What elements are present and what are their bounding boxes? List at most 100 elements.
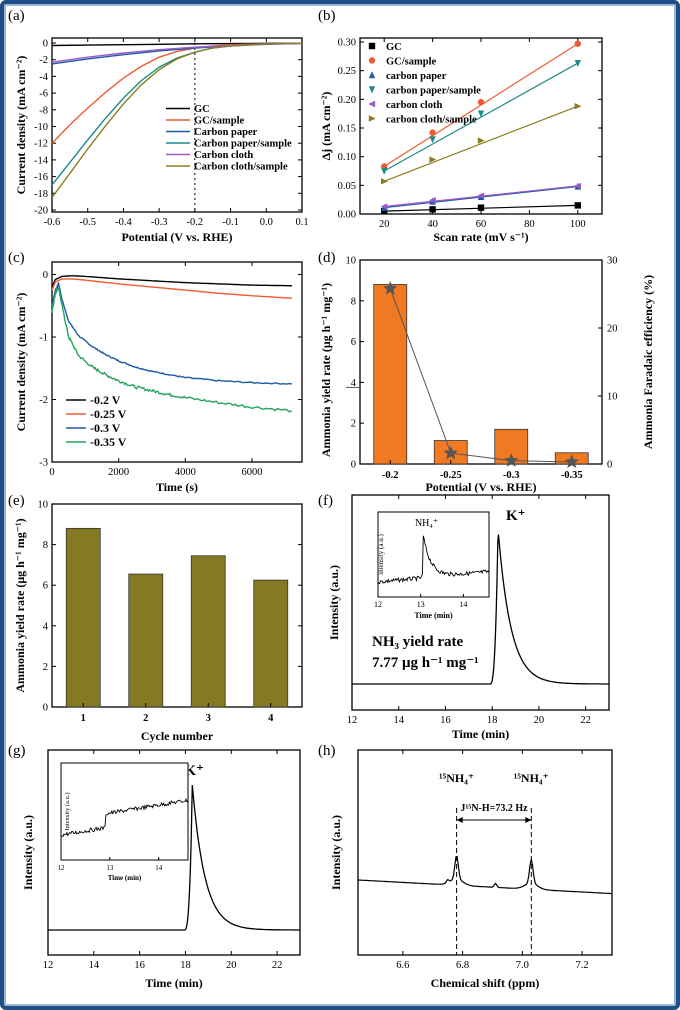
legend-entry: -0.35 V <box>90 435 127 449</box>
data-point <box>477 110 485 118</box>
y-tick-label: 0.30 <box>338 38 356 49</box>
data-point <box>574 202 581 209</box>
inset-tick-label: 13 <box>106 864 114 872</box>
x-tick-label: 40 <box>427 219 438 230</box>
data-point <box>368 42 376 50</box>
data-point <box>381 207 388 215</box>
x-tick-label: 22 <box>580 715 591 726</box>
y-tick-label: 0 <box>43 270 48 281</box>
panel-label: (h) <box>318 743 336 759</box>
data-point <box>381 167 388 175</box>
y-tick-label: -8 <box>39 105 48 116</box>
series-line <box>51 286 293 413</box>
data-point <box>380 203 388 210</box>
x-tick-label: 14 <box>89 960 100 971</box>
x-tick-label: -0.35 <box>561 470 583 481</box>
legend-entry: Carbon cloth/sample <box>194 162 288 173</box>
panel-f: 12 14 16 18 20 22 K⁺ NH₃ yield rate 7.77 μg h⁻¹ … <box>318 493 610 741</box>
inset-trace <box>377 535 490 585</box>
plot-frame <box>359 259 603 465</box>
x-tick-label: -0.2 <box>382 470 399 481</box>
legend-entry: GC <box>194 104 210 115</box>
coupling-label: J¹⁵N-H=73.2 Hz <box>460 803 528 814</box>
y-axis-label: Intensity (a.u.) <box>327 565 341 640</box>
y-tick-label: -2 <box>39 395 48 406</box>
y-tick-label: -4 <box>39 72 48 83</box>
peak-label: ¹⁵NH₄⁺ <box>439 771 474 785</box>
x-tick-label: -0.6 <box>44 217 61 228</box>
y-tick-label: 2 <box>351 419 356 430</box>
inset-x-label: Time (min) <box>108 874 142 882</box>
plot-frame <box>51 503 303 708</box>
inset-tick-label: 12 <box>374 600 382 609</box>
x-tick-label: 7.2 <box>576 960 589 971</box>
x-tick-label: 6000 <box>242 467 263 478</box>
series-line <box>51 42 303 198</box>
y-axis-label: Ammonia yield rate (μg h⁻¹ mg⁻¹) <box>13 518 27 692</box>
y-axis-label: Current density (mA cm⁻²) <box>14 56 28 195</box>
legend-entry: Carbon paper <box>194 127 258 138</box>
data-point <box>428 197 436 204</box>
x-tick-label: 1 <box>81 713 86 724</box>
inset-x-label: Time (min) <box>414 611 453 620</box>
legend-entry: -0.2 V <box>90 393 121 407</box>
y-tick-label: -20 <box>34 206 48 217</box>
y-tick-label: -1 <box>39 333 48 344</box>
legend-entry: -0.25 V <box>90 407 127 421</box>
x-tick-label: -0.4 <box>115 217 132 228</box>
x-tick-label: 0.1 <box>295 217 308 228</box>
panel-d: 0 2 4 6 8 10 0 10 20 30 -0.2 -0.25 -0.3 -0.35 Potentia… <box>318 250 655 494</box>
annotation: 7.77 μg h⁻¹ mg⁻¹ <box>372 655 479 671</box>
y-tick-label: 4 <box>43 621 49 632</box>
legend-entry: carbon cloth <box>386 100 442 111</box>
data-point <box>574 103 582 110</box>
x-axis-label: Potential (V vs. RHE) <box>121 230 232 244</box>
x-tick-label: 18 <box>180 960 191 971</box>
data-point <box>368 115 376 122</box>
x-tick-label: -0.2 <box>187 217 204 228</box>
x-tick-label: 20 <box>226 960 237 971</box>
panel-h: 6.6 6.8 7.0 7.2 ¹⁵NH₄⁺ ¹⁵NH₄⁺ J¹⁵N-H=73.2 Hz Ch… <box>318 743 613 990</box>
peak-label: K⁺ <box>506 508 526 524</box>
data-point <box>477 192 485 199</box>
data-point <box>383 281 398 295</box>
x-tick-label: -0.25 <box>440 470 462 481</box>
x-tick-label: 12 <box>347 715 358 726</box>
legend-entry: carbon cloth/sample <box>386 115 477 126</box>
x-tick-label: 0 <box>49 467 54 478</box>
coupling-arrow <box>525 817 532 823</box>
y-tick-label: 0 <box>43 703 48 714</box>
data-point <box>443 445 458 460</box>
x-tick-label: 16 <box>440 715 451 726</box>
y-tick-label: 8 <box>351 296 356 307</box>
x-tick-label: 6.8 <box>456 960 469 971</box>
data-point <box>429 206 436 213</box>
x-tick-label: 4 <box>268 713 274 724</box>
data-point <box>477 99 485 106</box>
inset-frame <box>377 511 490 598</box>
x-tick-label: 100 <box>570 219 586 230</box>
panel-label: (f) <box>318 493 333 509</box>
y-tick-label: 0.15 <box>338 124 356 135</box>
x-tick-label: 6.6 <box>396 960 409 971</box>
data-point <box>368 100 376 108</box>
panel-label: (b) <box>318 8 336 24</box>
fit-line <box>383 105 579 182</box>
inset-y-label: Intensity (a.u.) <box>64 792 71 830</box>
y-axis-label: Ammonia yield rate (μg h⁻¹ mg⁻¹) <box>319 283 333 457</box>
y-tick-label: 0.05 <box>338 181 356 192</box>
y-tick-label: -10 <box>34 122 48 133</box>
y-tick-label: 0 <box>351 460 356 471</box>
x-tick-label: 80 <box>524 219 535 230</box>
legend-entry: Carbon cloth <box>194 150 253 161</box>
x-tick-label: 4000 <box>175 467 196 478</box>
x-tick-label: -0.3 <box>503 470 520 481</box>
x-axis-label: Chemical shift (ppm) <box>431 976 540 990</box>
x-tick-label: -0.1 <box>222 217 239 228</box>
y-tick-label: -16 <box>34 172 48 183</box>
data-point <box>429 136 436 144</box>
inset-tick-label: 13 <box>417 600 425 609</box>
y-axis-label: Current density (mA cm⁻²) <box>14 293 28 432</box>
panel-g: 12 14 16 18 20 22 K⁺ 12 13 14 Time (min) Intensity … <box>8 743 301 990</box>
